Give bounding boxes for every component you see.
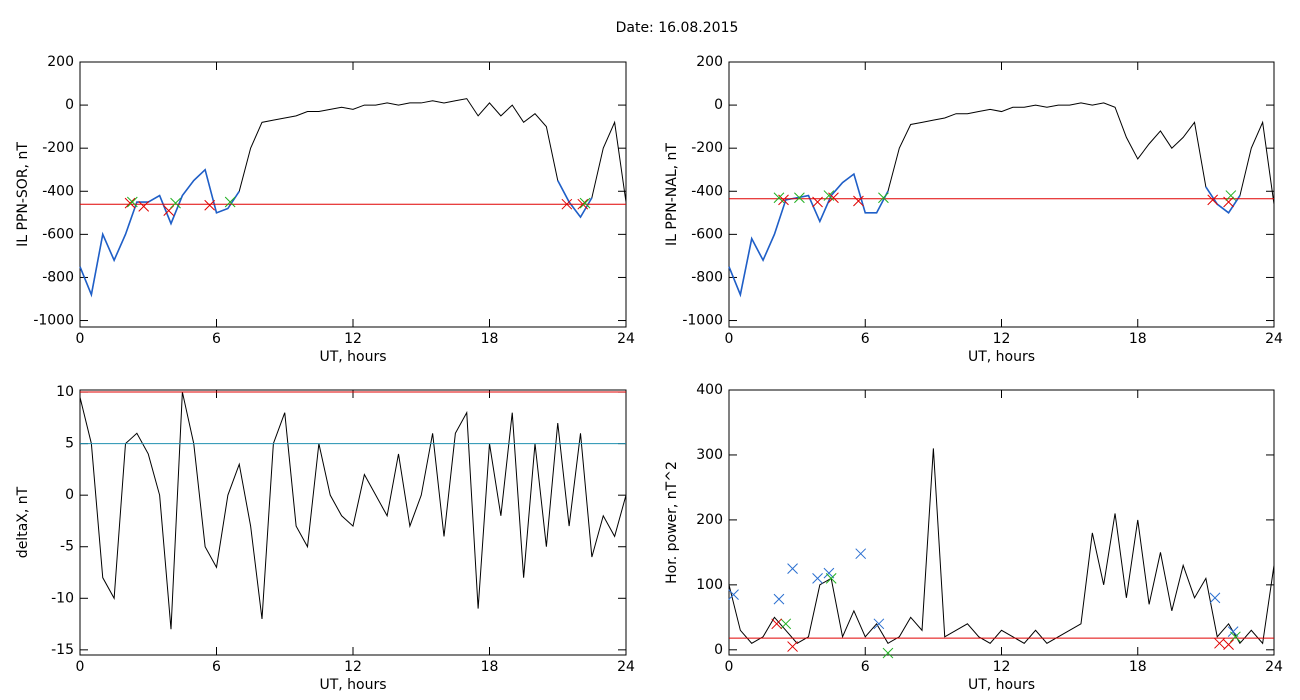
x-tick-label: 24 (617, 331, 635, 347)
cross-marker (855, 548, 867, 560)
cross-marker (1225, 190, 1237, 201)
y-tick-label: -600 (42, 226, 74, 242)
x-tick-label: 24 (1265, 331, 1283, 347)
x-tick-label: 6 (212, 659, 221, 675)
x-tick-label: 6 (861, 331, 870, 347)
y-tick-label: -10 (51, 590, 74, 606)
cross-marker (1209, 592, 1221, 604)
plot-frame (728, 389, 1275, 656)
cross-marker (224, 196, 236, 208)
x-axis-label: UT, hours (319, 677, 386, 693)
x-tick-label: 12 (344, 331, 362, 347)
cross-marker (825, 573, 837, 584)
cross-marker (780, 618, 792, 630)
x-tick-label: 0 (725, 659, 734, 675)
cross-marker (878, 192, 889, 204)
y-tick-label: 200 (696, 512, 723, 528)
cross-marker (126, 196, 138, 208)
data-line (79, 168, 593, 298)
x-tick-label: 12 (993, 331, 1011, 347)
y-tick-label: 0 (714, 97, 723, 113)
data-line (728, 448, 1275, 645)
x-tick-label: 0 (76, 659, 85, 675)
cross-marker (577, 198, 589, 210)
cross-marker (1227, 626, 1239, 637)
y-tick-label: -1000 (33, 313, 74, 329)
cross-marker (124, 197, 136, 209)
x-tick-label: 0 (725, 331, 734, 347)
cross-marker (873, 618, 885, 630)
cross-marker (853, 195, 864, 207)
x-tick-label: 0 (76, 331, 85, 347)
y-tick-label: -800 (691, 269, 723, 285)
cross-marker (794, 192, 805, 204)
y-tick-label: -400 (691, 183, 723, 199)
data-line (79, 98, 627, 297)
x-tick-label: 24 (617, 659, 635, 675)
y-tick-label: -15 (51, 642, 74, 658)
x-tick-label: 18 (481, 331, 499, 347)
cross-marker (812, 196, 823, 208)
cross-marker (1223, 196, 1234, 208)
cross-marker (163, 205, 175, 217)
x-tick-label: 18 (1129, 659, 1147, 675)
y-tick-label: -5 (60, 539, 74, 555)
x-tick-label: 12 (993, 659, 1011, 675)
x-tick-label: 6 (861, 659, 870, 675)
x-axis-label: UT, hours (968, 677, 1035, 693)
x-tick-label: 18 (481, 659, 499, 675)
y-tick-label: 200 (47, 54, 74, 70)
y-tick-label: 10 (56, 384, 74, 400)
y-tick-label: 0 (65, 97, 74, 113)
data-line (728, 172, 1241, 298)
y-axis-label: deltaX, nT (15, 486, 31, 558)
plot-frame (728, 61, 1275, 328)
y-tick-label: -800 (42, 269, 74, 285)
y-tick-label: -1000 (682, 313, 723, 329)
cross-marker (1214, 637, 1225, 649)
cross-marker (787, 563, 798, 574)
y-tick-label: -200 (42, 140, 74, 156)
cross-marker (823, 190, 835, 201)
y-tick-label: 300 (696, 447, 723, 463)
data-line (79, 391, 627, 630)
y-tick-label: 100 (696, 577, 723, 593)
cross-marker (882, 647, 894, 659)
x-tick-label: 24 (1265, 659, 1283, 675)
cross-marker (823, 567, 835, 579)
y-tick-label: 5 (65, 436, 74, 452)
plot-frame (79, 61, 627, 328)
cross-marker (1223, 639, 1234, 650)
x-tick-label: 18 (1129, 331, 1147, 347)
x-axis-label: UT, hours (968, 349, 1035, 365)
cross-marker (579, 197, 591, 209)
y-tick-label: -400 (42, 183, 74, 199)
cross-marker (204, 199, 216, 211)
y-tick-label: -600 (691, 226, 723, 242)
y-tick-label: -200 (691, 140, 723, 156)
cross-marker (812, 573, 823, 584)
cross-marker (771, 618, 783, 630)
y-tick-label: 0 (714, 642, 723, 658)
cross-marker (170, 197, 181, 209)
y-axis-label: IL PPN-SOR, nT (15, 142, 31, 247)
cross-marker (773, 593, 785, 605)
figure-title: Date: 16.08.2015 (616, 20, 739, 36)
cross-marker (773, 192, 785, 204)
y-tick-label: 200 (696, 54, 723, 70)
cross-marker (728, 589, 739, 600)
cross-marker (561, 198, 573, 210)
cross-marker (1207, 194, 1219, 206)
y-tick-label: 400 (696, 382, 723, 398)
cross-marker (787, 641, 798, 652)
y-axis-label: IL PPN-NAL, nT (664, 143, 680, 246)
cross-marker (138, 200, 150, 212)
x-tick-label: 6 (212, 331, 221, 347)
x-tick-label: 12 (344, 659, 362, 675)
cross-marker (1230, 631, 1241, 643)
x-axis-label: UT, hours (319, 349, 386, 365)
y-tick-label: 0 (65, 487, 74, 503)
y-axis-label: Hor. power, nT^2 (664, 461, 680, 584)
